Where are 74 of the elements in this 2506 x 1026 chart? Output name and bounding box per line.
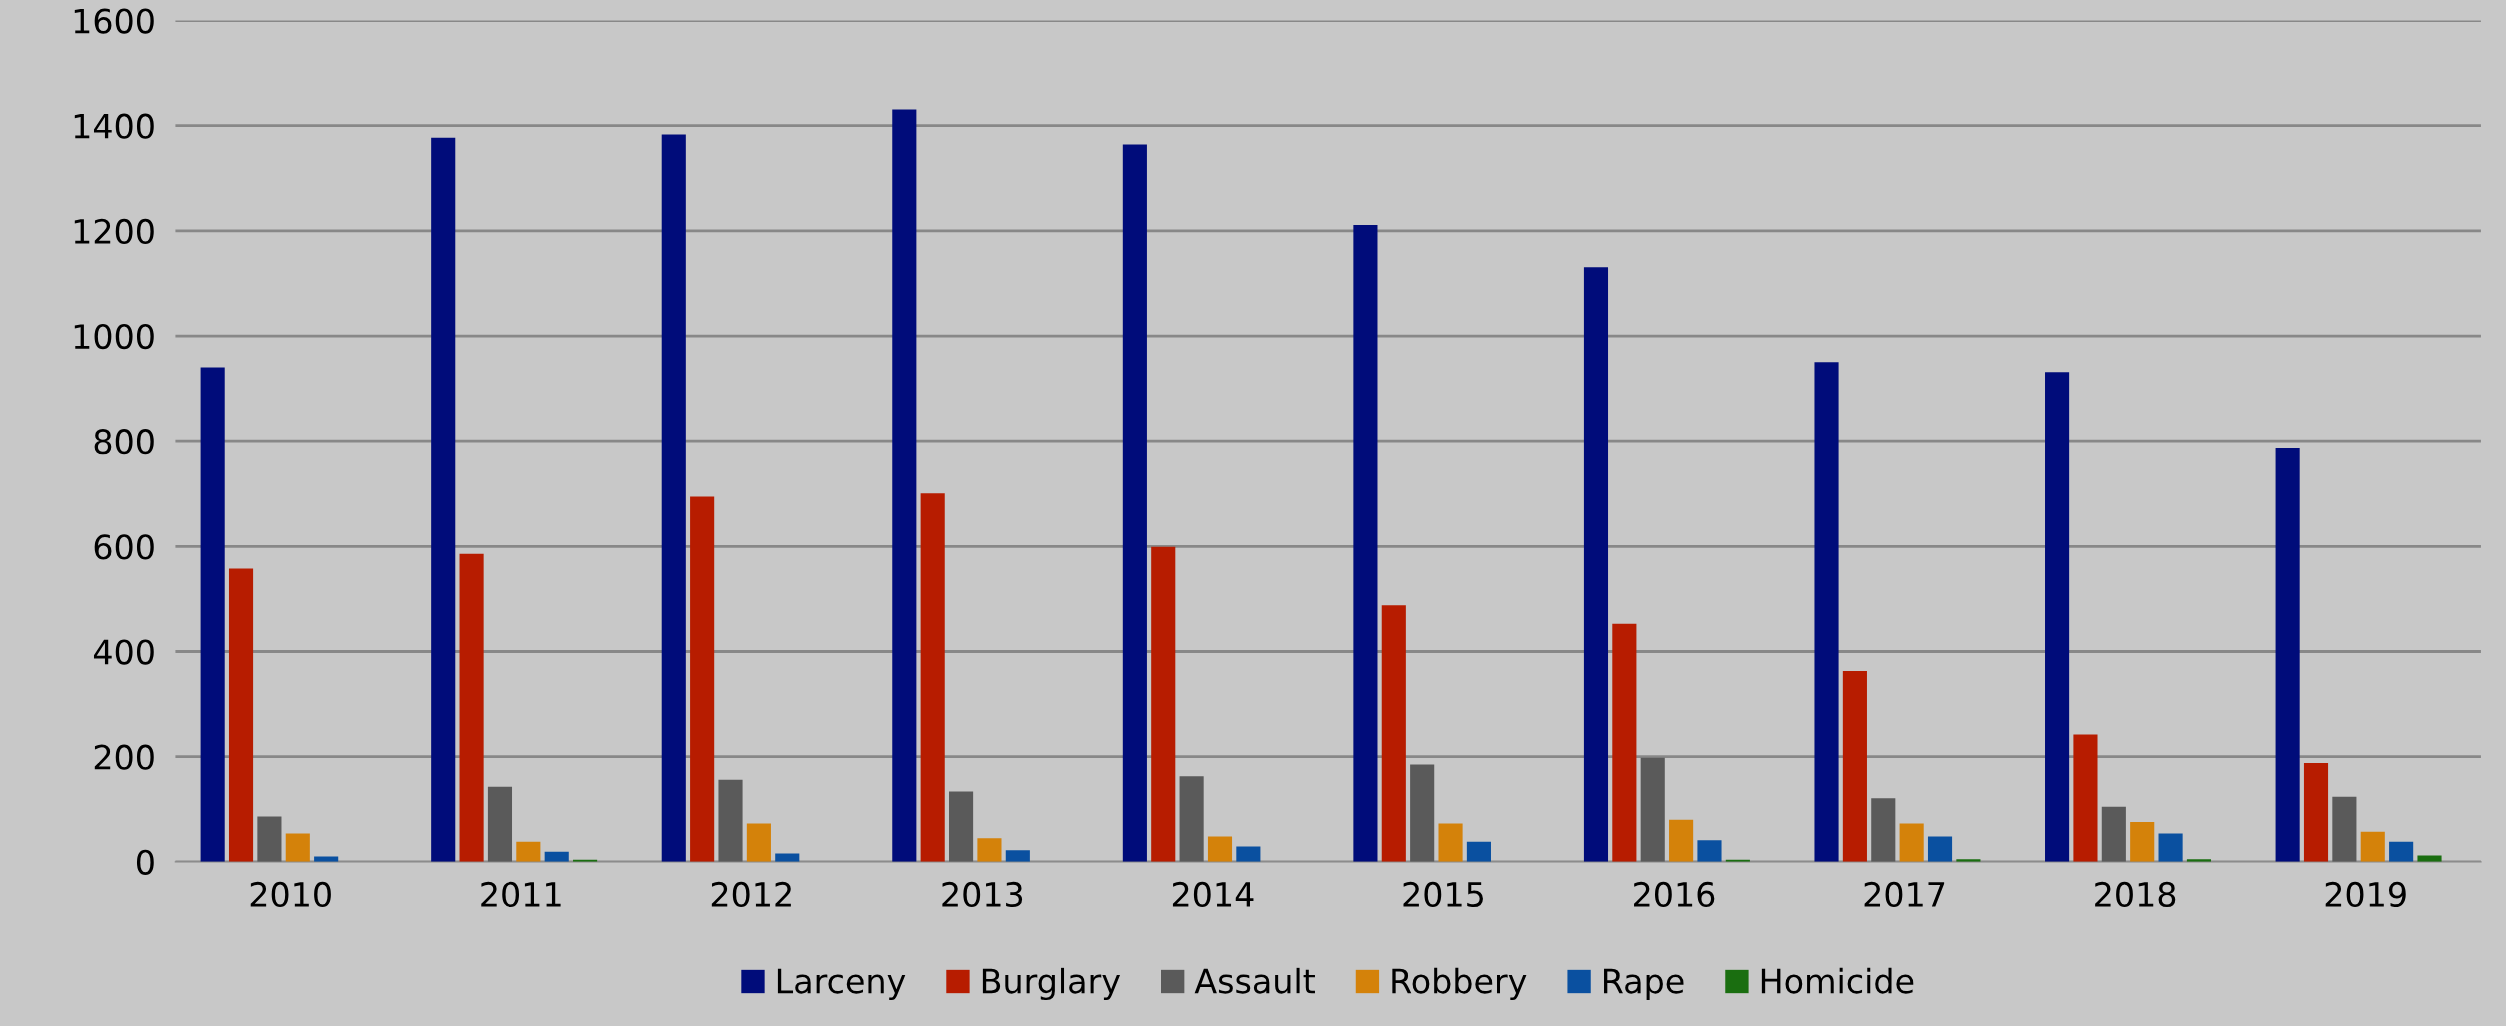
bar — [1927, 836, 1953, 862]
bar — [1353, 225, 1378, 862]
bar — [2360, 831, 2385, 862]
bar — [2389, 841, 2414, 862]
bar — [1466, 841, 1491, 862]
bar — [1583, 267, 1609, 862]
bar — [1697, 840, 1722, 862]
bar — [2275, 448, 2300, 862]
bar — [690, 496, 715, 862]
legend-label: Rape — [1604, 968, 1684, 1001]
bar — [1381, 605, 1406, 862]
bar — [459, 553, 484, 862]
bar — [718, 779, 743, 862]
y-tick-label: 1000 — [74, 323, 154, 350]
bar — [257, 816, 282, 862]
x-tick-label: 2014 — [1172, 881, 1254, 908]
bar — [2073, 734, 2098, 862]
bar — [1669, 819, 1694, 862]
bar — [2045, 372, 2070, 862]
x-tick-label: 2016 — [1634, 881, 1715, 908]
bar — [1005, 850, 1030, 862]
bar — [977, 838, 1002, 862]
bar — [1122, 144, 1147, 862]
y-tick-label: 1400 — [74, 113, 154, 139]
bar — [2101, 806, 2126, 862]
y-tick-label: 1600 — [74, 8, 154, 34]
bar — [1151, 546, 1176, 862]
bar — [2158, 833, 2183, 862]
bar — [2130, 821, 2155, 862]
legend-label: Larceny — [777, 968, 906, 1001]
x-tick-label: 2015 — [1403, 881, 1483, 908]
bar — [2332, 796, 2357, 862]
bar — [1179, 776, 1204, 862]
y-tick-label: 200 — [94, 744, 154, 770]
bar — [775, 853, 800, 862]
y-tick-label: 400 — [93, 639, 154, 665]
bar — [431, 137, 456, 862]
bar — [1640, 757, 1665, 862]
x-tick-label: 2012 — [711, 881, 791, 908]
bar — [920, 493, 945, 862]
bar — [949, 791, 974, 862]
bar — [544, 851, 569, 862]
bar — [228, 568, 254, 862]
y-tick-label: 1200 — [74, 218, 154, 244]
bar — [661, 134, 686, 862]
bar — [1236, 846, 1261, 862]
bar — [1842, 670, 1867, 862]
bar — [1438, 823, 1463, 862]
bar — [746, 823, 771, 862]
bar — [892, 109, 917, 862]
x-tick-label: 2011 — [481, 881, 561, 908]
bar — [1612, 623, 1637, 862]
y-tick-label: 800 — [94, 429, 154, 455]
bar — [1814, 362, 1839, 862]
y-tick-label: 600 — [94, 534, 154, 560]
bar — [1207, 836, 1233, 862]
bar — [1410, 764, 1435, 862]
x-tick-label: 2010 — [250, 881, 331, 908]
bar — [2303, 762, 2329, 862]
bar — [1871, 798, 1896, 862]
y-tick-label: 0 — [136, 849, 154, 875]
x-tick-label: 2017 — [1864, 881, 1945, 908]
x-tick-label: 2013 — [942, 881, 1023, 908]
bar — [516, 841, 541, 862]
bar — [487, 786, 513, 862]
bar — [1899, 823, 1924, 862]
legend-label: Burglary — [982, 967, 1121, 1001]
legend-label: Assault — [1194, 967, 1315, 994]
legend-label: Robbery — [1392, 967, 1527, 1001]
x-tick-label: 2019 — [2325, 881, 2406, 908]
x-tick-label: 2018 — [2095, 881, 2176, 908]
bar — [285, 833, 310, 862]
bar — [200, 367, 225, 862]
legend-label: Homicide — [1761, 967, 1914, 994]
